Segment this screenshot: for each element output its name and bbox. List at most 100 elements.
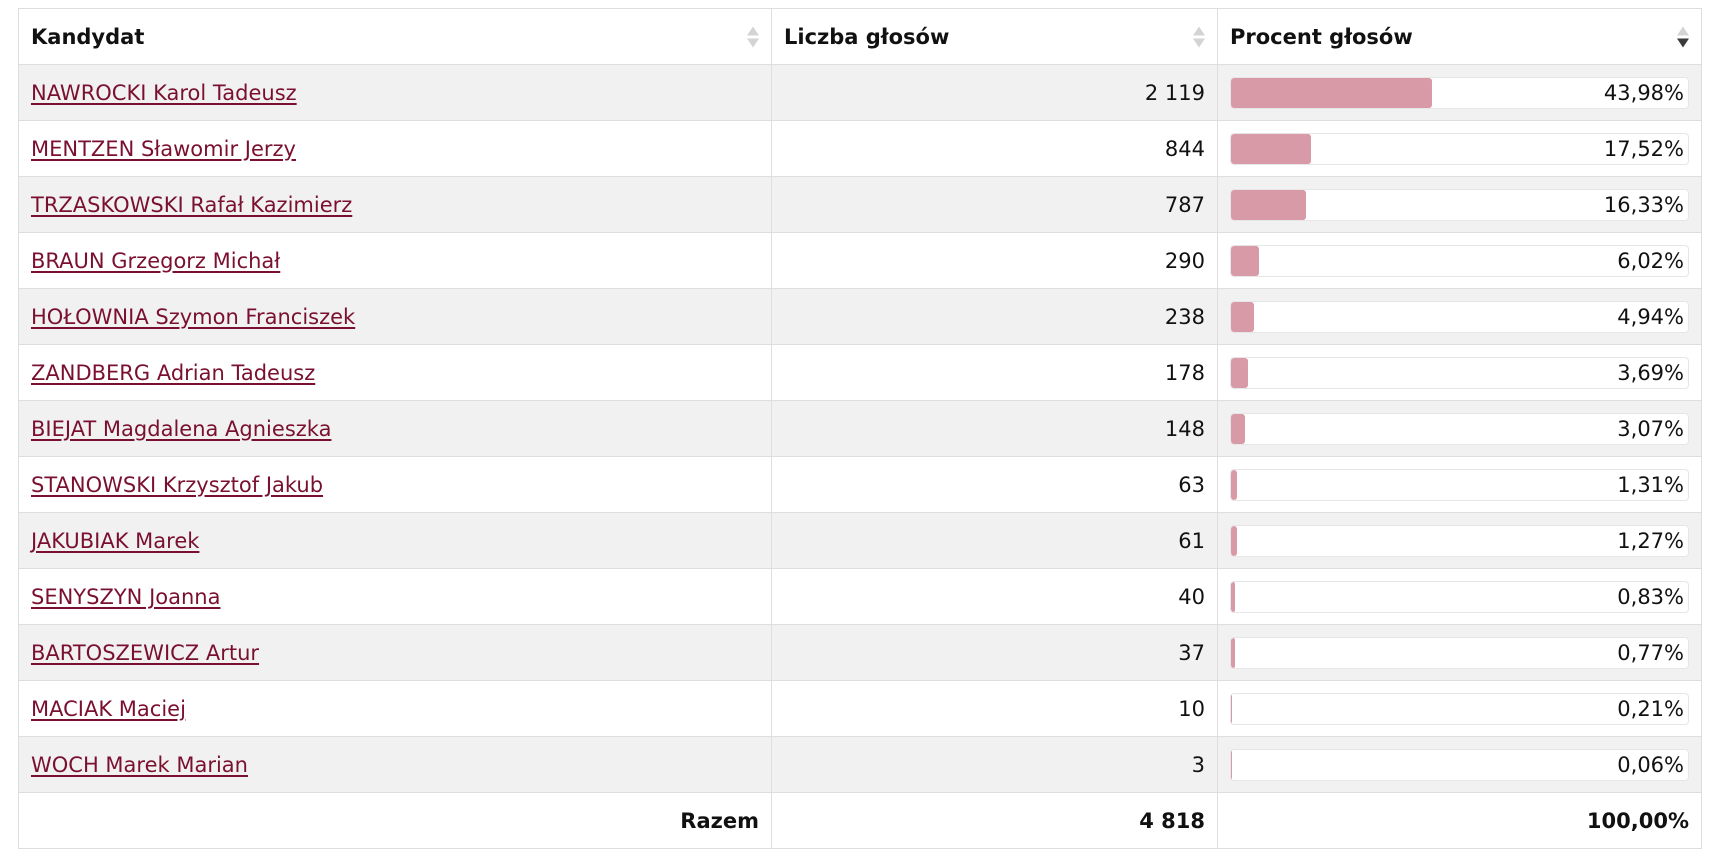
column-header-label: Kandydat (31, 24, 145, 49)
candidate-cell: BARTOSZEWICZ Artur (18, 624, 772, 681)
percent-cell: 3,69% (1217, 344, 1702, 401)
candidate-cell: NAWROCKI Karol Tadeusz (18, 64, 772, 121)
percent-value: 1,27% (1617, 528, 1684, 553)
percent-cell: 43,98% (1217, 64, 1702, 121)
percent-cell: 0,77% (1217, 624, 1702, 681)
table-row: MACIAK Maciej 10 0,21% (18, 680, 1702, 737)
candidate-link[interactable]: SENYSZYN Joanna (31, 584, 221, 609)
percent-value: 1,31% (1617, 472, 1684, 497)
percent-bar-fill (1231, 357, 1248, 388)
table-row: ZANDBERG Adrian Tadeusz 178 3,69% (18, 344, 1702, 401)
table-footer-row: Razem 4 818 100,00% (18, 792, 1702, 849)
percent-cell: 6,02% (1217, 232, 1702, 289)
percent-bar: 1,31% (1230, 468, 1689, 501)
table-row: TRZASKOWSKI Rafał Kazimierz 787 16,33% (18, 176, 1702, 233)
candidate-cell: MENTZEN Sławomir Jerzy (18, 120, 772, 177)
percent-bar: 0,83% (1230, 580, 1689, 613)
percent-bar: 0,06% (1230, 748, 1689, 781)
table-row: NAWROCKI Karol Tadeusz 2 119 43,98% (18, 64, 1702, 121)
candidate-cell: ZANDBERG Adrian Tadeusz (18, 344, 772, 401)
results-table: Kandydat Liczba głosów Procent głosów NA… (18, 8, 1702, 849)
candidate-cell: WOCH Marek Marian (18, 736, 772, 793)
votes-cell: 10 (771, 680, 1218, 737)
candidate-cell: SENYSZYN Joanna (18, 568, 772, 625)
percent-cell: 4,94% (1217, 288, 1702, 345)
votes-cell: 3 (771, 736, 1218, 793)
percent-bar: 3,07% (1230, 412, 1689, 445)
total-percent: 100,00% (1217, 792, 1702, 849)
candidate-cell: TRZASKOWSKI Rafał Kazimierz (18, 176, 772, 233)
candidate-link[interactable]: TRZASKOWSKI Rafał Kazimierz (31, 192, 353, 217)
percent-bar: 0,77% (1230, 636, 1689, 669)
percent-bar: 4,94% (1230, 300, 1689, 333)
percent-cell: 0,21% (1217, 680, 1702, 737)
percent-bar-fill (1231, 525, 1237, 556)
candidate-cell: MACIAK Maciej (18, 680, 772, 737)
column-header-percent[interactable]: Procent głosów (1217, 8, 1702, 65)
sort-descending-icon[interactable] (1677, 26, 1689, 47)
table-row: WOCH Marek Marian 3 0,06% (18, 736, 1702, 793)
column-header-label: Liczba głosów (784, 24, 950, 49)
total-label: Razem (18, 792, 772, 849)
percent-value: 16,33% (1603, 192, 1684, 217)
percent-bar-fill (1231, 77, 1432, 108)
votes-cell: 238 (771, 288, 1218, 345)
candidate-link[interactable]: WOCH Marek Marian (31, 752, 248, 777)
percent-bar-fill (1231, 581, 1235, 612)
sort-icon[interactable] (1193, 26, 1205, 47)
percent-bar: 1,27% (1230, 524, 1689, 557)
percent-bar: 17,52% (1230, 132, 1689, 165)
table-row: STANOWSKI Krzysztof Jakub 63 1,31% (18, 456, 1702, 513)
table-row: BARTOSZEWICZ Artur 37 0,77% (18, 624, 1702, 681)
percent-value: 0,06% (1617, 752, 1684, 777)
percent-bar-fill (1231, 189, 1306, 220)
candidate-link[interactable]: NAWROCKI Karol Tadeusz (31, 80, 297, 105)
percent-value: 43,98% (1603, 80, 1684, 105)
candidate-link[interactable]: BIEJAT Magdalena Agnieszka (31, 416, 332, 441)
table-row: SENYSZYN Joanna 40 0,83% (18, 568, 1702, 625)
percent-value: 3,07% (1617, 416, 1684, 441)
percent-value: 0,77% (1617, 640, 1684, 665)
percent-cell: 1,27% (1217, 512, 1702, 569)
percent-value: 4,94% (1617, 304, 1684, 329)
votes-cell: 844 (771, 120, 1218, 177)
candidate-cell: BIEJAT Magdalena Agnieszka (18, 400, 772, 457)
percent-bar: 0,21% (1230, 692, 1689, 725)
percent-bar: 16,33% (1230, 188, 1689, 221)
percent-bar-fill (1231, 245, 1259, 276)
candidate-cell: HOŁOWNIA Szymon Franciszek (18, 288, 772, 345)
table-row: HOŁOWNIA Szymon Franciszek 238 4,94% (18, 288, 1702, 345)
candidate-link[interactable]: ZANDBERG Adrian Tadeusz (31, 360, 316, 385)
percent-value: 0,83% (1617, 584, 1684, 609)
candidate-link[interactable]: HOŁOWNIA Szymon Franciszek (31, 304, 356, 329)
votes-cell: 290 (771, 232, 1218, 289)
table-header-row: Kandydat Liczba głosów Procent głosów (18, 8, 1702, 65)
percent-bar: 6,02% (1230, 244, 1689, 277)
votes-cell: 2 119 (771, 64, 1218, 121)
votes-cell: 63 (771, 456, 1218, 513)
percent-bar-fill (1231, 301, 1254, 332)
votes-cell: 61 (771, 512, 1218, 569)
percent-value: 6,02% (1617, 248, 1684, 273)
percent-bar-fill (1231, 637, 1235, 668)
candidate-link[interactable]: JAKUBIAK Marek (31, 528, 200, 553)
sort-icon[interactable] (747, 26, 759, 47)
candidate-link[interactable]: MACIAK Maciej (31, 696, 186, 721)
percent-value: 0,21% (1617, 696, 1684, 721)
percent-bar-fill (1231, 413, 1246, 444)
candidate-link[interactable]: BARTOSZEWICZ Artur (31, 640, 260, 665)
percent-cell: 3,07% (1217, 400, 1702, 457)
percent-bar: 3,69% (1230, 356, 1689, 389)
candidate-link[interactable]: STANOWSKI Krzysztof Jakub (31, 472, 324, 497)
column-header-label: Procent głosów (1230, 24, 1413, 49)
percent-bar: 43,98% (1230, 76, 1689, 109)
candidate-link[interactable]: MENTZEN Sławomir Jerzy (31, 136, 296, 161)
column-header-candidate[interactable]: Kandydat (18, 8, 772, 65)
candidate-link[interactable]: BRAUN Grzegorz Michał (31, 248, 281, 273)
percent-cell: 16,33% (1217, 176, 1702, 233)
percent-bar-fill (1231, 693, 1232, 724)
candidate-cell: BRAUN Grzegorz Michał (18, 232, 772, 289)
votes-cell: 148 (771, 400, 1218, 457)
results-table-container: Kandydat Liczba głosów Procent głosów NA… (18, 8, 1702, 849)
column-header-votes[interactable]: Liczba głosów (771, 8, 1218, 65)
